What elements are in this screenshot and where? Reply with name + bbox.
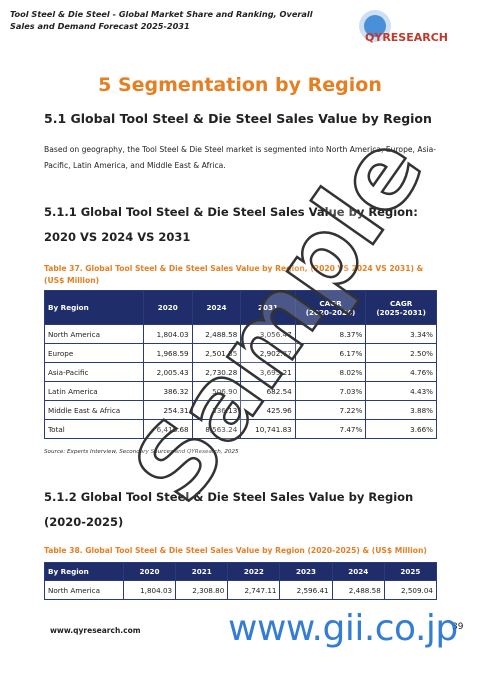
cell: 2,509.04	[383, 580, 438, 600]
cell: 3.66%	[365, 419, 437, 439]
column-header: By Region	[44, 562, 124, 581]
cell: 6,418.68	[142, 419, 193, 439]
cell: 7.47%	[294, 419, 367, 439]
header-row: By Region 2020 2021 2022 2023 2024 2025	[44, 562, 438, 581]
header-row: By Region 2020 2024 2031 CAGR (2020-2024) CAG…	[44, 290, 437, 325]
column-header: CAGR (2025-2031)	[365, 290, 437, 325]
column-header: By Region	[44, 290, 144, 325]
subsection-title: 5.1.2 Global Tool Steel & Die Steel Sale…	[44, 490, 414, 529]
column-header: 2023	[279, 562, 333, 581]
cell: 2,308.80	[175, 580, 229, 600]
cell: 7.22%	[294, 400, 367, 420]
cell: 7.03%	[294, 381, 367, 401]
cell: 3.34%	[365, 324, 437, 344]
row: Asia-Pacific 2,005.43 2,730.28 3,695.21 8.02…	[44, 362, 437, 382]
column-header: 2021	[175, 562, 229, 581]
table-caption: Table 38. Global Tool Steel & Die Steel …	[44, 546, 427, 555]
column-header: CAGR (2020-2024)	[294, 290, 367, 325]
logo: QYRESEARCH	[359, 10, 448, 44]
cell: 2,747.11	[227, 580, 281, 600]
cell: 4.76%	[365, 362, 437, 382]
row: North America 1,804.03 2,488.58 3,056.47 8.3…	[44, 324, 437, 344]
cell: North America	[44, 324, 144, 344]
cell: 1,804.03	[142, 324, 193, 344]
chapter-title: 5 Segmentation by Region	[98, 74, 382, 96]
column-header: 2024	[191, 290, 242, 325]
column-header: 2024	[331, 562, 385, 581]
cell: 2,488.58	[331, 580, 385, 600]
table-caption: Table 37. Global Tool Steel & Die Steel …	[44, 264, 424, 285]
column-header: 2025	[383, 562, 438, 581]
page-number: 39	[452, 622, 464, 632]
header-title: Tool Steel & Die Steel - Global Market S…	[10, 9, 313, 31]
cell: 1,804.03	[122, 580, 177, 600]
row: Total 6,418.68 8,563.24 10,741.83 7.47% 3.66%	[44, 419, 437, 439]
cell: Total	[44, 419, 144, 439]
source: Source: Experts Interview, Secondary Sou…	[44, 449, 239, 455]
cell: 2.50%	[365, 343, 437, 363]
cell: Middle East & Africa	[44, 400, 144, 420]
column-header: 2022	[227, 562, 281, 581]
section-title: 5.1 Global Tool Steel & Die Steel Sales …	[44, 111, 432, 126]
cell: 4.43%	[365, 381, 437, 401]
cell: 10,741.83	[240, 419, 296, 439]
cell: Latin America	[44, 381, 144, 401]
cell: Europe	[44, 343, 144, 363]
cell: 2,596.41	[279, 580, 333, 600]
cell: 3,056.47	[240, 324, 296, 344]
table: By Region 2020 2021 2022 2023 2024 2025 North A…	[44, 562, 438, 600]
cell: 3.88%	[365, 400, 437, 420]
column-header: 2020	[122, 562, 177, 581]
row: North America 1,804.03 2,308.80 2,747.11 2,5…	[44, 580, 438, 600]
subsection-title: 5.1.1 Global Tool Steel & Die Steel Sale…	[44, 205, 418, 244]
watermark: www.gii.co.jp	[228, 608, 458, 649]
row: Europe 1,968.59 2,501.35 2,902.77 6.17% 2.50%	[44, 343, 437, 363]
column-header: 2031	[240, 290, 296, 325]
column-header: 2020	[142, 290, 193, 325]
footer-url: www.qyresearch.com	[50, 626, 141, 635]
cell: North America	[44, 580, 124, 600]
row: Middle East & Africa 254.31 336.13 425.96 7.…	[44, 400, 437, 420]
cell: Asia-Pacific	[44, 362, 144, 382]
intro: Based on geography, the Tool Steel & Die…	[44, 145, 437, 170]
table: By Region 2020 2024 2031 CAGR (2020-2024) CAG…	[44, 290, 437, 439]
logo-text: QYRESEARCH	[365, 31, 448, 44]
